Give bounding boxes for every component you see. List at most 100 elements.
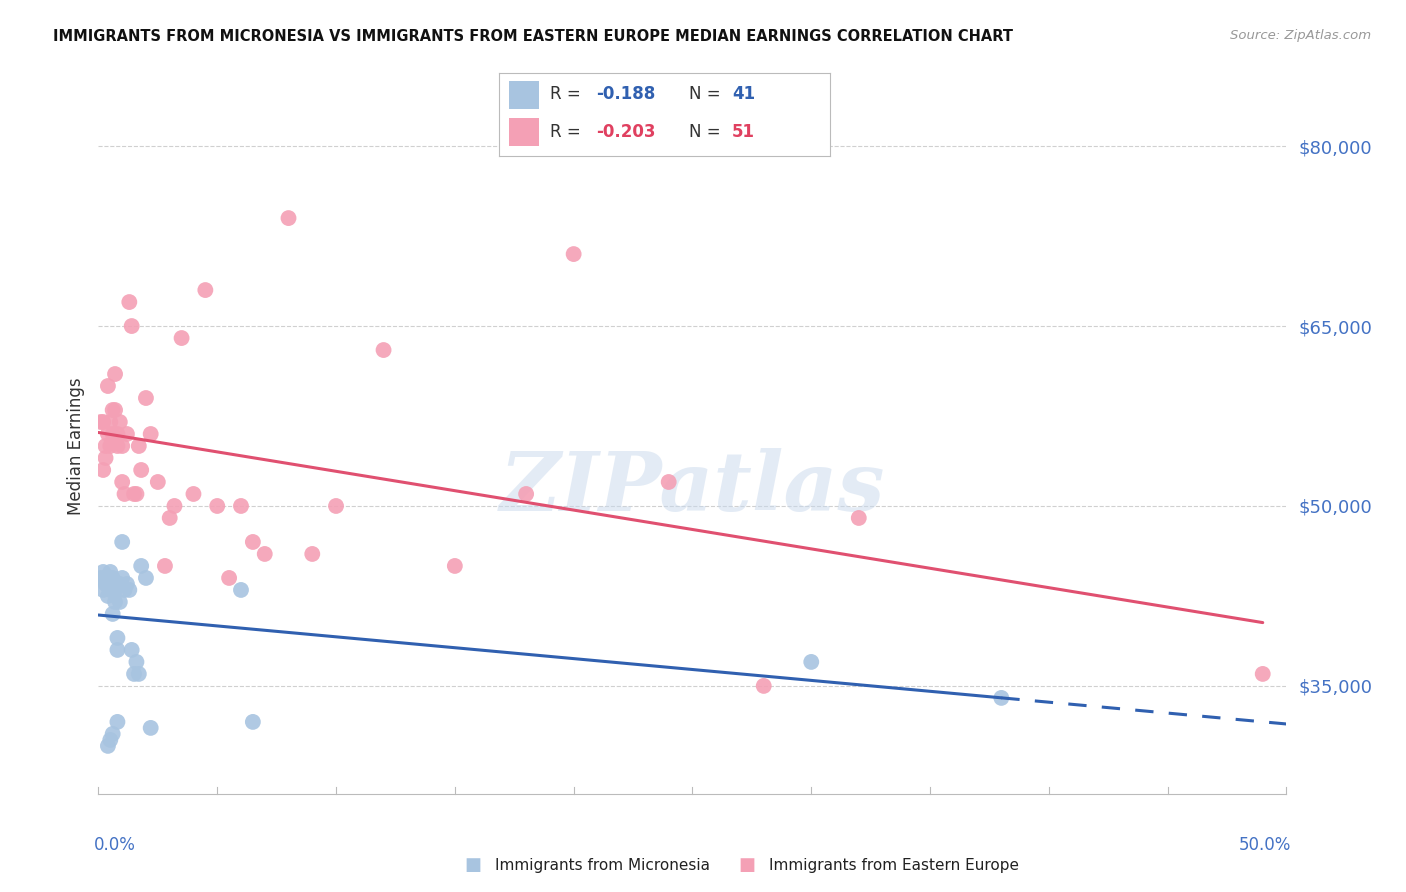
Text: Immigrants from Micronesia: Immigrants from Micronesia	[495, 858, 710, 872]
Point	[90, 571, 112, 585]
Text: R =: R =	[550, 86, 586, 103]
Point	[135, 391, 157, 405]
Point	[94, 450, 117, 465]
Text: N =: N =	[689, 122, 725, 141]
Point	[114, 487, 136, 501]
Text: Immigrants from Eastern Europe: Immigrants from Eastern Europe	[769, 858, 1019, 872]
Text: Source: ZipAtlas.com: Source: ZipAtlas.com	[1230, 29, 1371, 42]
Point	[129, 558, 152, 573]
Point	[101, 582, 124, 597]
Point	[91, 565, 114, 579]
Point	[94, 577, 117, 591]
Point	[183, 487, 205, 501]
Text: 51: 51	[733, 122, 755, 141]
Point	[107, 427, 129, 442]
Point	[253, 547, 276, 561]
Point	[135, 571, 157, 585]
Point	[94, 439, 117, 453]
Point	[101, 727, 124, 741]
Point	[139, 427, 162, 442]
Point	[194, 283, 217, 297]
Text: ■: ■	[464, 856, 481, 874]
Point	[98, 439, 121, 453]
Point	[108, 415, 131, 429]
Point	[101, 571, 124, 585]
Point	[444, 558, 467, 573]
Point	[115, 577, 138, 591]
Point	[122, 487, 145, 501]
Point	[98, 415, 121, 429]
Point	[562, 247, 585, 261]
Text: ■: ■	[738, 856, 755, 874]
Point	[128, 439, 150, 453]
Point	[107, 643, 129, 657]
Point	[97, 739, 120, 753]
Point	[207, 499, 229, 513]
Point	[97, 589, 120, 603]
Point	[242, 714, 264, 729]
Text: N =: N =	[689, 86, 725, 103]
Point	[125, 655, 148, 669]
Point	[104, 582, 127, 597]
Point	[97, 379, 120, 393]
Point	[91, 415, 114, 429]
Point	[800, 655, 823, 669]
Point	[104, 577, 127, 591]
Point	[108, 595, 131, 609]
Point	[111, 475, 134, 489]
Text: ZIPatlas: ZIPatlas	[499, 448, 886, 528]
Point	[101, 403, 124, 417]
Point	[98, 582, 121, 597]
Point	[218, 571, 240, 585]
Point	[94, 571, 117, 585]
Point	[111, 535, 134, 549]
Point	[111, 571, 134, 585]
Point	[373, 343, 395, 357]
Text: 0.0%: 0.0%	[94, 836, 135, 854]
Text: -0.203: -0.203	[596, 122, 657, 141]
Point	[752, 679, 775, 693]
Point	[118, 582, 141, 597]
Point	[1251, 667, 1274, 681]
Point	[107, 439, 129, 453]
Point	[170, 331, 193, 345]
Point	[128, 667, 150, 681]
Point	[90, 415, 112, 429]
Point	[97, 427, 120, 442]
Point	[301, 547, 323, 561]
Point	[848, 511, 870, 525]
Point	[104, 403, 127, 417]
Point	[242, 535, 264, 549]
Point	[325, 499, 347, 513]
Point	[91, 463, 114, 477]
Point	[107, 714, 129, 729]
Point	[229, 582, 252, 597]
Point	[146, 475, 169, 489]
Y-axis label: Median Earnings: Median Earnings	[66, 377, 84, 515]
Point	[121, 319, 143, 334]
Point	[104, 367, 127, 381]
Point	[159, 511, 181, 525]
Point	[515, 487, 537, 501]
Bar	[509, 118, 538, 146]
Point	[108, 577, 131, 591]
Point	[153, 558, 176, 573]
Point	[97, 571, 120, 585]
Bar	[509, 80, 538, 109]
Point	[114, 582, 136, 597]
Point	[101, 607, 124, 621]
Point	[111, 439, 134, 453]
Text: IMMIGRANTS FROM MICRONESIA VS IMMIGRANTS FROM EASTERN EUROPE MEDIAN EARNINGS COR: IMMIGRANTS FROM MICRONESIA VS IMMIGRANTS…	[53, 29, 1014, 44]
Point	[139, 721, 162, 735]
Text: 41: 41	[733, 86, 755, 103]
Point	[104, 595, 127, 609]
Point	[229, 499, 252, 513]
Point	[98, 571, 121, 585]
Point	[277, 211, 299, 225]
Text: -0.188: -0.188	[596, 86, 655, 103]
Point	[118, 295, 141, 310]
Text: R =: R =	[550, 122, 586, 141]
Point	[107, 631, 129, 645]
Point	[125, 487, 148, 501]
Point	[97, 577, 120, 591]
